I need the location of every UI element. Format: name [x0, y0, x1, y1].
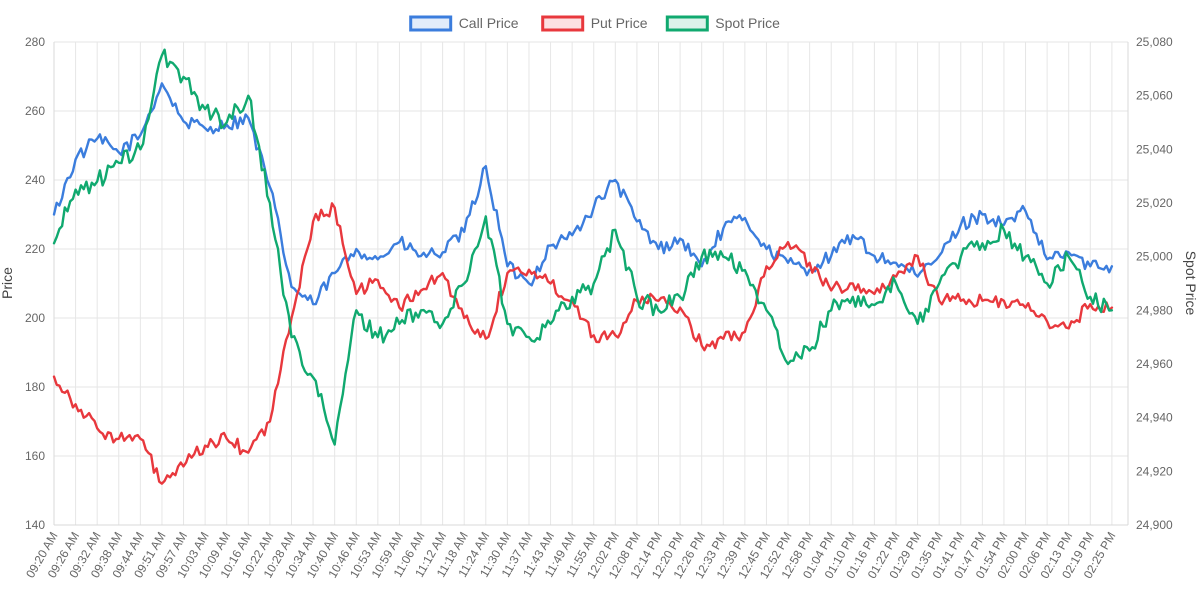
y2-tick-label: 24,940: [1136, 411, 1173, 425]
series-line-put-price: [52, 202, 1114, 485]
right-y-axis: 24,900 24,920 24,940 24,960 24,980 25,000 25,0…: [1136, 35, 1173, 532]
legend-swatch: [409, 15, 453, 32]
legend-label: Put Price: [591, 15, 648, 31]
y-tick-label: 180: [25, 380, 45, 394]
legend-label: Call Price: [459, 15, 519, 31]
y2-axis-title: Spot Price: [1183, 251, 1199, 316]
series-line-call-price: [52, 82, 1114, 306]
y2-tick-label: 25,020: [1136, 196, 1173, 210]
y-axis-title: Price: [0, 267, 15, 299]
legend-label: Spot Price: [715, 15, 780, 31]
y-tick-label: 260: [25, 104, 45, 118]
y-tick-label: 200: [25, 311, 45, 325]
y2-tick-label: 25,000: [1136, 250, 1173, 264]
series-layer: [52, 48, 1114, 485]
series-line-spot-price: [52, 48, 1114, 446]
legend-item-call-price[interactable]: Call Price: [409, 15, 519, 32]
left-y-axis: 140 160 180 200 220 240 260 280: [25, 35, 45, 532]
y-tick-label: 140: [25, 518, 45, 532]
legend-swatch: [665, 15, 709, 32]
legend-swatch: [541, 15, 585, 32]
y-tick-label: 220: [25, 242, 45, 256]
y2-tick-label: 25,080: [1136, 35, 1173, 49]
legend[interactable]: Call Price Put Price Spot Price: [409, 15, 780, 32]
y2-tick-label: 24,900: [1136, 518, 1173, 532]
legend-item-spot-price[interactable]: Spot Price: [665, 15, 780, 32]
y-tick-label: 280: [25, 35, 45, 49]
y2-tick-label: 24,960: [1136, 357, 1173, 371]
y-tick-label: 240: [25, 173, 45, 187]
y2-tick-label: 25,060: [1136, 89, 1173, 103]
y2-tick-label: 25,040: [1136, 142, 1173, 156]
legend-item-put-price[interactable]: Put Price: [541, 15, 648, 32]
y-tick-label: 160: [25, 449, 45, 463]
grid-layer: [53, 41, 1129, 526]
y2-tick-label: 24,920: [1136, 464, 1173, 478]
y2-tick-label: 24,980: [1136, 303, 1173, 317]
